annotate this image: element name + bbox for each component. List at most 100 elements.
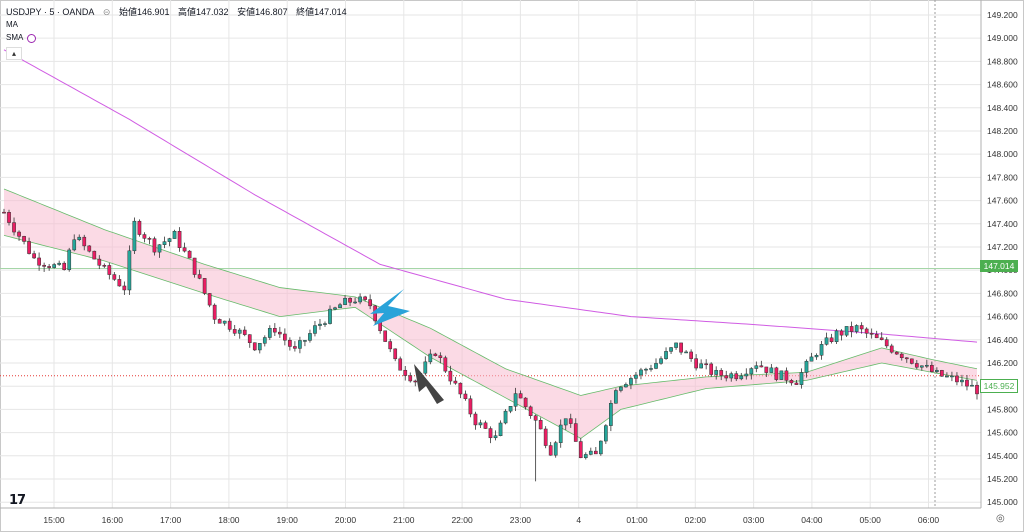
candle-body: [358, 296, 362, 303]
candle-body: [604, 425, 608, 442]
candle-body: [679, 342, 683, 353]
y-tick-label: 148.400: [987, 103, 1018, 113]
candle-body: [739, 375, 744, 380]
candle-body: [117, 279, 122, 287]
candle-body: [578, 441, 583, 459]
candle-body: [182, 247, 187, 252]
candle-body: [689, 351, 693, 359]
candle-body: [37, 257, 41, 266]
candle-body: [508, 406, 513, 412]
open-value: 始値146.901: [118, 7, 170, 17]
candle-body: [669, 347, 673, 352]
candle-body: [729, 373, 734, 379]
candle-body: [874, 334, 879, 339]
candle-body: [754, 365, 759, 369]
candle-body: [458, 382, 463, 395]
candle-body: [719, 370, 724, 376]
candle-body: [212, 304, 217, 320]
candle-body: [483, 422, 488, 429]
y-tick-label: 145.400: [987, 451, 1018, 461]
y-tick-label: 149.200: [987, 10, 1018, 20]
gear-icon[interactable]: ◎: [996, 513, 1005, 524]
indicator-ma[interactable]: MA: [6, 20, 18, 29]
candle-body: [744, 373, 749, 377]
x-tick-label: 21:00: [393, 515, 415, 525]
symbol-label[interactable]: USDJPY · 5 · OANDA: [6, 7, 95, 17]
y-tick-label: 145.600: [987, 428, 1018, 438]
candle-body: [518, 393, 523, 399]
candle-body: [573, 423, 578, 442]
x-tick-label: 01:00: [626, 515, 648, 525]
candle-body: [538, 420, 543, 430]
candle-body: [87, 245, 92, 252]
y-tick-label: 148.800: [987, 56, 1018, 66]
candle-body: [247, 334, 252, 343]
candle-body: [924, 364, 929, 367]
close-value: 終値147.014: [296, 7, 347, 17]
x-tick-label: 20:00: [335, 515, 357, 525]
candle-body: [814, 355, 819, 358]
candle-body: [844, 326, 849, 336]
dark-arrow-icon: [414, 364, 444, 404]
candle-body: [353, 301, 357, 304]
candle-body: [940, 370, 944, 377]
candle-body: [894, 351, 899, 355]
candle-body: [42, 264, 46, 267]
candle-body: [463, 393, 468, 400]
x-tick-label: 15:00: [43, 515, 65, 525]
candle-body: [77, 236, 82, 241]
candle-body: [368, 299, 372, 307]
chevron-up-icon[interactable]: ▴: [6, 47, 22, 60]
candle-body: [122, 285, 127, 291]
candle-body: [694, 358, 698, 369]
candle-body: [950, 375, 954, 378]
candle-body: [438, 355, 443, 359]
y-tick-label: 146.400: [987, 335, 1018, 345]
candle-body: [257, 343, 262, 351]
candle-body: [614, 390, 618, 404]
candle-body: [433, 353, 438, 356]
candle-body: [804, 360, 809, 373]
candle-body: [759, 365, 764, 368]
candle-body: [428, 353, 433, 363]
x-tick-label: 4: [576, 515, 581, 525]
candle-body: [423, 361, 428, 374]
indicator-sma[interactable]: SMA: [6, 33, 24, 42]
candle-body: [684, 351, 688, 354]
candle-body: [192, 257, 197, 275]
candle-body: [338, 304, 342, 309]
candle-body: [889, 345, 894, 353]
y-tick-label: 147.800: [987, 172, 1018, 182]
candle-body: [272, 328, 277, 333]
candle-body: [468, 398, 473, 415]
candle-body: [343, 298, 347, 305]
candle-body: [443, 357, 448, 372]
candle-body: [57, 262, 62, 265]
candle-body: [588, 450, 593, 455]
candle-body: [884, 339, 889, 347]
candle-body: [568, 418, 573, 424]
candle-body: [558, 424, 563, 443]
tradingview-logo-icon: 17: [9, 493, 26, 508]
candle-body: [859, 325, 864, 330]
candle-body: [102, 265, 107, 267]
candle-body: [453, 380, 458, 384]
candle-body: [288, 339, 292, 347]
candle-body: [819, 344, 824, 356]
candle-body: [383, 330, 388, 342]
candle-body: [202, 278, 207, 294]
candle-body: [363, 296, 367, 300]
eye-icon[interactable]: ⊝: [102, 7, 111, 17]
candle-body: [313, 325, 317, 334]
x-tick-label: 19:00: [277, 515, 299, 525]
candle-body: [298, 340, 302, 349]
x-tick-label: 04:00: [801, 515, 823, 525]
candle-body: [734, 373, 739, 380]
high-value: 高値147.032: [178, 7, 229, 17]
sma-settings-icon[interactable]: [27, 34, 36, 43]
candle-body: [97, 258, 102, 266]
candle-body: [142, 234, 147, 239]
candle-body: [624, 384, 628, 388]
candle-body: [308, 333, 312, 341]
